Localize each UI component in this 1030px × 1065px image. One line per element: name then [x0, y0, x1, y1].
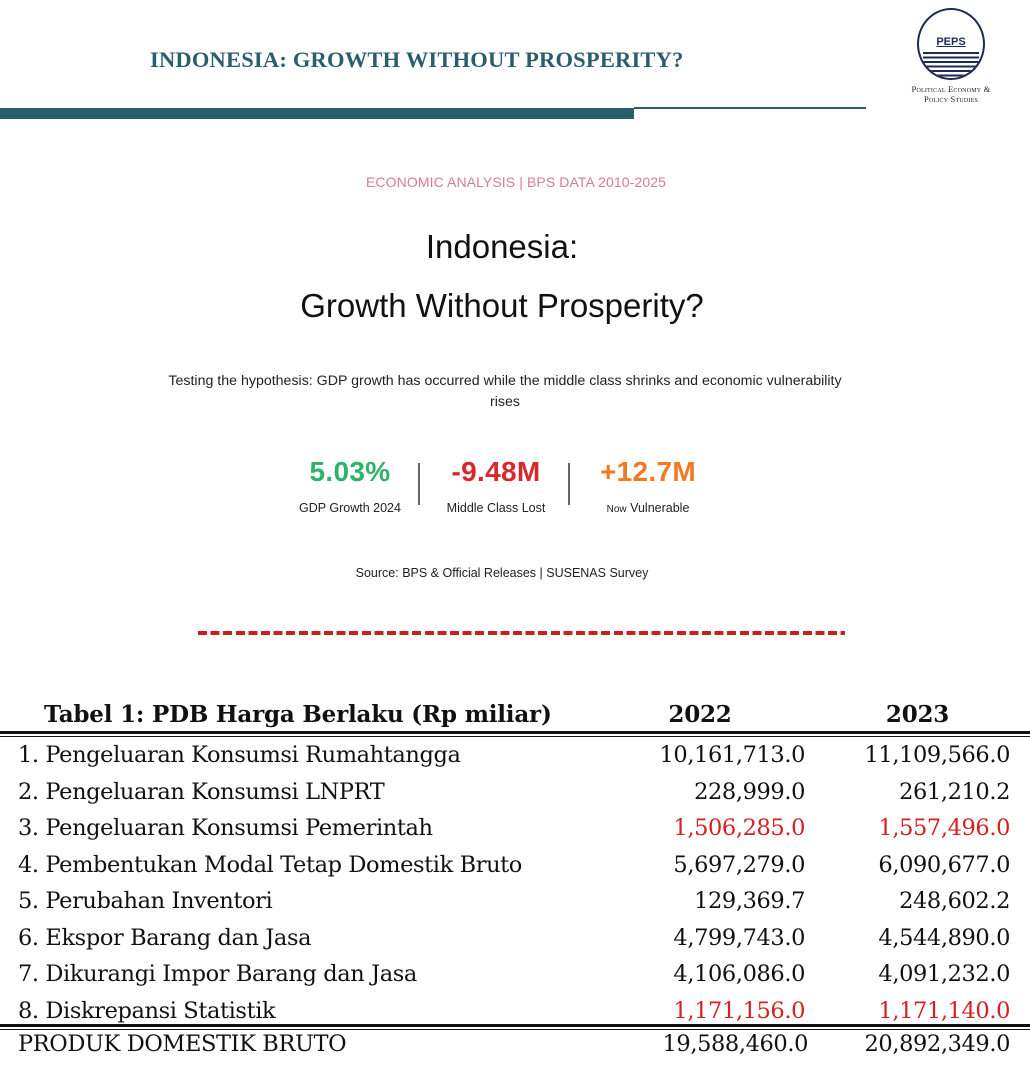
source-note: Source: BPS & Official Releases | SUSENA… [355, 566, 649, 580]
value-2022-highlighted: 1,506,285.0 [673, 815, 805, 842]
row-label: 4. Pembentukan Modal Tetap Domestik Brut… [18, 851, 522, 878]
stat-divider [418, 463, 420, 505]
value-2023-highlighted: 1,557,496.0 [878, 815, 1010, 842]
stat-label: Middle Class Lost [446, 501, 546, 515]
value-2023: 4,091,232.0 [878, 961, 1010, 988]
value-2023: 261,210.2 [899, 778, 1010, 805]
stat-value: -9.48M [451, 456, 541, 487]
table-row: 1. Pengeluaran Konsumsi Rumahtangga 10,1… [0, 737, 1030, 774]
stat-divider [568, 463, 570, 505]
stat-label-main: Vulnerable [630, 501, 690, 515]
table-row: 5. Perubahan Inventori 129,369.7 248,602… [0, 883, 1030, 920]
table-row: 2. Pengeluaran Konsumsi LNPRT 228,999.0 … [0, 774, 1030, 811]
row-label: 1. Pengeluaran Konsumsi Rumahtangga [18, 742, 461, 769]
stat-label: Now Vulnerable [588, 501, 708, 515]
stat-middle-class-lost: -9.48M Middle Class Lost [436, 455, 556, 515]
kicker: ECONOMIC ANALYSIS | BPS DATA 2010-2025 [365, 174, 666, 190]
value-2022: 5,697,279.0 [673, 851, 805, 878]
row-label: 6. Ekspor Barang dan Jasa [18, 924, 312, 951]
value-2023: 248,602.2 [899, 888, 1010, 915]
column-header-2023: 2023 [885, 701, 950, 728]
stats-row: 5.03% GDP Growth 2024 -9.48M Middle Clas… [0, 455, 1030, 525]
value-2022: 10,161,713.0 [659, 742, 806, 769]
row-label: 3. Pengeluaran Konsumsi Pemerintah [18, 815, 433, 842]
pdb-table: Tabel 1: PDB Harga Berlaku (Rp miliar) 2… [0, 698, 1030, 1029]
table-row: 3. Pengeluaran Konsumsi Pemerintah 1,506… [0, 810, 1030, 847]
table-row: 8. Diskrepansi Statistik 1,171,156.0 1,1… [0, 993, 1030, 1030]
logo-caption: Political Economy & Policy Studies [896, 84, 1006, 104]
value-2022: 129,369.7 [694, 888, 805, 915]
table-row: 7. Dikurangi Impor Barang dan Jasa 4,106… [0, 956, 1030, 993]
stat-now-vulnerable: +12.7M Now Vulnerable [588, 455, 708, 515]
stat-gdp-growth: 5.03% GDP Growth 2024 [290, 455, 410, 515]
row-label: 2. Pengeluaran Konsumsi LNPRT [18, 778, 385, 805]
row-label: 7. Dikurangi Impor Barang dan Jasa [18, 961, 417, 988]
total-value-2022: 19,588,460.0 [662, 1031, 809, 1057]
waves-icon [923, 52, 979, 78]
main-title-line1: Indonesia: [425, 228, 579, 265]
total-label: PRODUK DOMESTIK BRUTO [18, 1031, 347, 1057]
stat-label: GDP Growth 2024 [299, 501, 401, 515]
value-2023: 6,090,677.0 [878, 851, 1010, 878]
peps-logo-icon: PEPS [917, 8, 985, 80]
value-2023-highlighted: 1,171,140.0 [878, 997, 1010, 1024]
value-2022: 228,999.0 [694, 778, 805, 805]
table-row: 4. Pembentukan Modal Tetap Domestik Brut… [0, 847, 1030, 884]
table-header-double-rule [0, 731, 1030, 737]
column-header-2022: 2022 [668, 701, 732, 728]
value-2023: 4,544,890.0 [878, 924, 1010, 951]
row-label: 5. Perubahan Inventori [18, 888, 273, 915]
logo-caption-line1: Political Economy & [911, 84, 991, 94]
header-accent-bar [0, 108, 634, 119]
hypothesis-text: Testing the hypothesis: GDP growth has o… [168, 373, 842, 410]
table-row: 6. Ekspor Barang dan Jasa 4,799,743.0 4,… [0, 920, 1030, 957]
header-accent-rule [634, 107, 866, 109]
table-title: Tabel 1: PDB Harga Berlaku (Rp miliar) [44, 701, 552, 728]
table-header-row: Tabel 1: PDB Harga Berlaku (Rp miliar) 2… [0, 698, 1030, 731]
stat-value: 5.03% [309, 456, 391, 487]
total-value-2023: 20,892,349.0 [864, 1031, 1011, 1057]
stat-label-prefix: Now [606, 504, 627, 515]
value-2022-highlighted: 1,171,156.0 [673, 997, 805, 1024]
stat-value: +12.7M [600, 456, 696, 487]
peps-logo: PEPS Political Economy & Policy Studies [896, 6, 1006, 106]
red-dashed-divider [198, 631, 845, 635]
main-title-line2: Growth Without Prosperity? [300, 287, 704, 324]
value-2022: 4,799,743.0 [673, 924, 805, 951]
value-2022: 4,106,086.0 [673, 961, 805, 988]
row-label: 8. Diskrepansi Statistik [18, 997, 276, 1024]
header-title: INDONESIA: GROWTH WITHOUT PROSPERITY? [150, 47, 684, 72]
table-total-row: PRODUK DOMESTIK BRUTO 19,588,460.0 20,89… [0, 1031, 1030, 1065]
logo-caption-line2: Policy Studies [923, 94, 979, 104]
table-total-double-rule [0, 1024, 1030, 1030]
value-2023: 11,109,566.0 [864, 742, 1011, 769]
logo-wordmark: PEPS [936, 36, 966, 48]
